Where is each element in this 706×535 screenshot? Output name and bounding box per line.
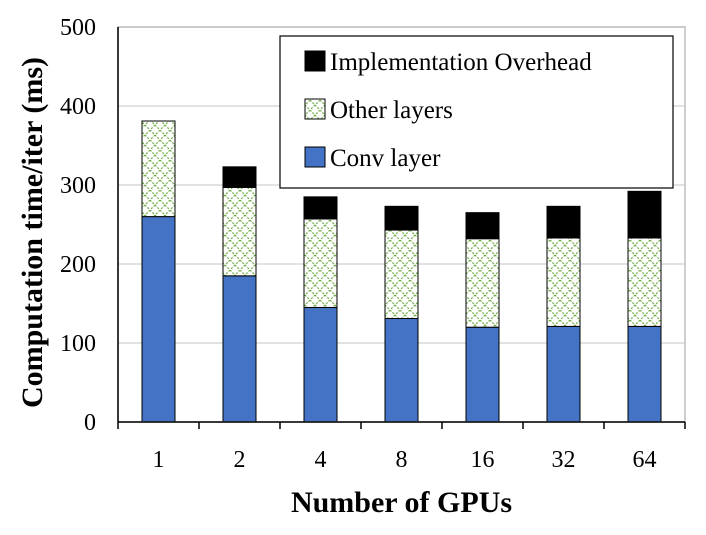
y-tick-label: 100 xyxy=(60,331,96,357)
bar-conv-layer-2 xyxy=(222,275,257,423)
bar-implementation-overhead-16 xyxy=(465,212,500,240)
bar-other-layers-1 xyxy=(141,120,176,218)
bar-implementation-overhead-2 xyxy=(222,166,257,188)
y-axis-title: Computation time/iter (ms) xyxy=(16,57,49,408)
bar-other-layers-16 xyxy=(465,238,500,328)
y-tick-label: 0 xyxy=(84,410,96,436)
bar-conv-layer-1 xyxy=(141,216,176,423)
y-tick-label: 400 xyxy=(60,94,96,120)
bar-other-layers-64 xyxy=(627,237,662,327)
legend-swatch-implementation-overhead xyxy=(304,50,326,72)
x-axis-title: Number of GPUs xyxy=(291,486,512,519)
y-tick-label: 200 xyxy=(60,252,96,278)
bar-other-layers-8 xyxy=(384,229,419,320)
bar-implementation-overhead-4 xyxy=(303,196,338,220)
legend: Implementation Overhead Other layers Conv … xyxy=(279,35,674,189)
y-tick-label: 300 xyxy=(60,173,96,199)
legend-label-implementation-overhead: Implementation Overhead xyxy=(330,49,592,76)
legend-swatch-conv-layer xyxy=(304,146,326,168)
y-tick-label: 500 xyxy=(60,15,96,41)
x-tick-label: 1 xyxy=(153,447,165,473)
legend-swatch-other-layers xyxy=(304,98,326,120)
bar-other-layers-4 xyxy=(303,218,338,308)
bar-implementation-overhead-64 xyxy=(627,190,662,239)
x-tick-label: 64 xyxy=(633,447,657,473)
x-tick-label: 16 xyxy=(471,447,495,473)
bar-other-layers-32 xyxy=(546,237,581,327)
bar-conv-layer-64 xyxy=(627,325,662,423)
bar-conv-layer-4 xyxy=(303,306,338,423)
bar-conv-layer-16 xyxy=(465,326,500,423)
x-tick-label: 2 xyxy=(234,447,246,473)
bar-conv-layer-8 xyxy=(384,318,419,423)
legend-box xyxy=(279,35,674,189)
bar-other-layers-2 xyxy=(222,186,257,277)
bar-implementation-overhead-32 xyxy=(546,205,581,239)
x-tick-label: 8 xyxy=(396,447,408,473)
legend-label-other-layers: Other layers xyxy=(330,97,453,124)
bar-implementation-overhead-8 xyxy=(384,205,419,231)
legend-label-conv-layer: Conv layer xyxy=(330,145,441,172)
x-tick-label: 4 xyxy=(315,447,327,473)
x-tick-label: 32 xyxy=(552,447,576,473)
bar-conv-layer-32 xyxy=(546,325,581,423)
